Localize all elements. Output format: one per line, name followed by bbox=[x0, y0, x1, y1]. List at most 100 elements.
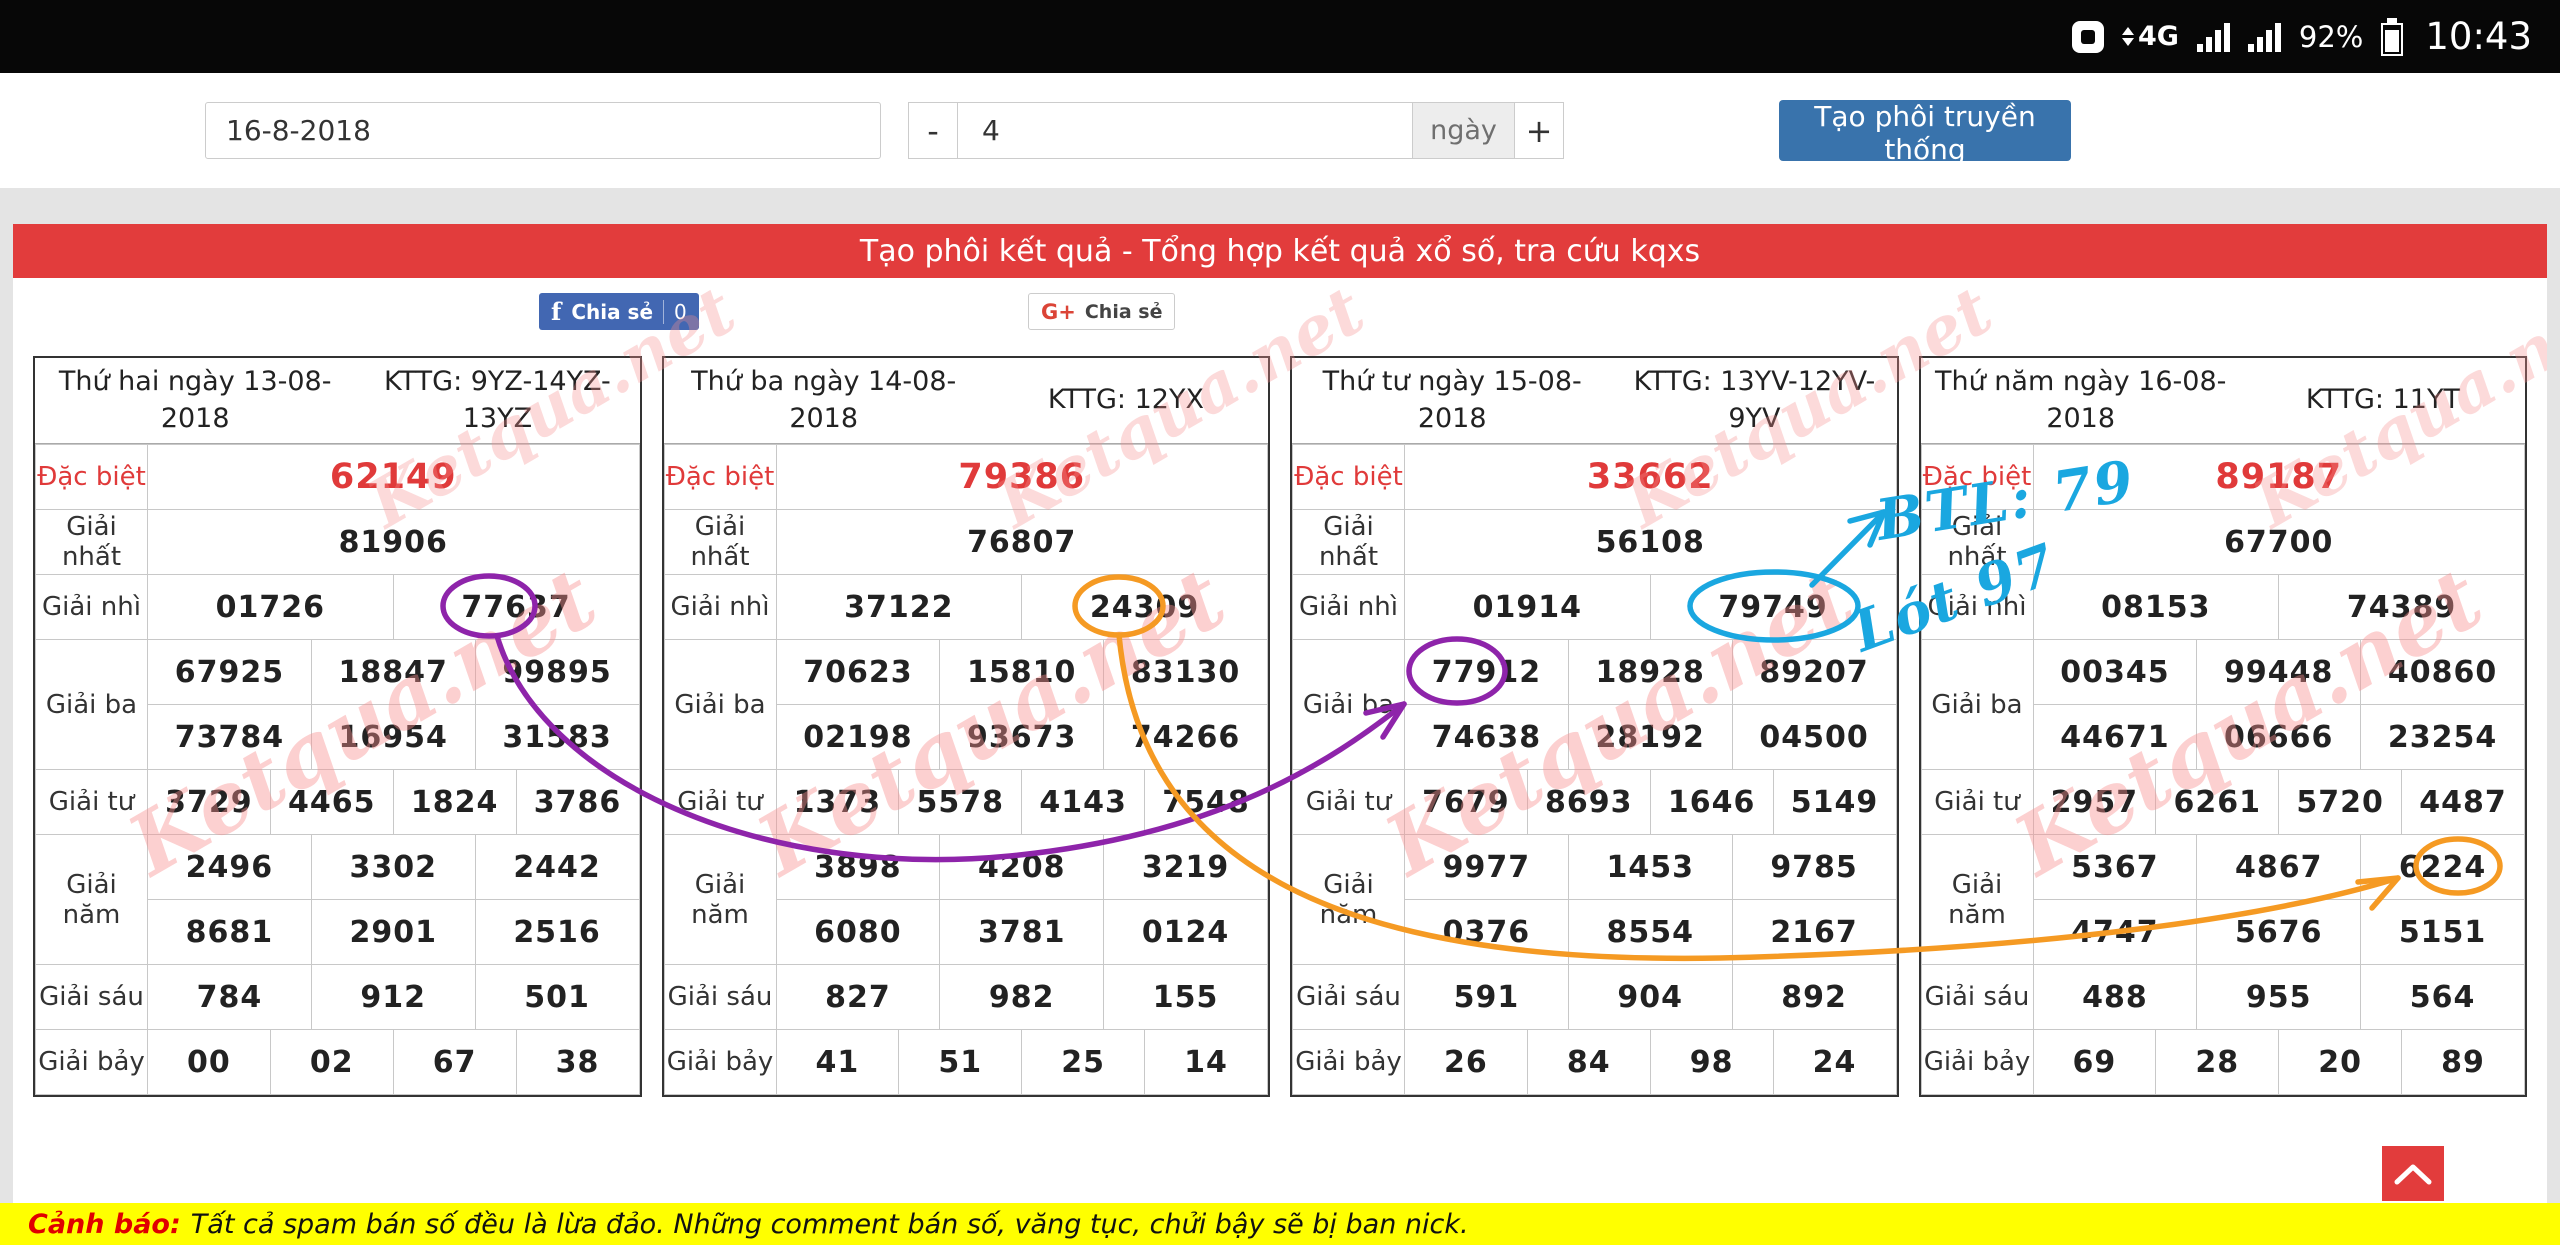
increment-button[interactable]: + bbox=[1514, 102, 1564, 159]
prize-value: 1824 bbox=[392, 769, 517, 835]
facebook-share-button[interactable]: f Chia sẻ 0 bbox=[539, 293, 699, 330]
prize-table: Đặc biệt 62149 Giải nhất 81906 Giải nhì 01726… bbox=[35, 444, 640, 1095]
create-template-button[interactable]: Tạo phôi truyền thống bbox=[1779, 100, 2071, 166]
prize-label: Đặc biệt bbox=[1292, 444, 1405, 510]
prize-value: 25 bbox=[1021, 1029, 1146, 1095]
decrement-button[interactable]: - bbox=[908, 102, 958, 159]
warning-label: Cảnh báo: bbox=[28, 1208, 181, 1240]
prize-label: Giải tư bbox=[35, 769, 148, 835]
prize-row: Giải bảy 00 02 67 38 bbox=[35, 1029, 640, 1095]
prize-value: 904 bbox=[1567, 964, 1733, 1030]
prize-row: Giải bảy 26 84 98 24 bbox=[1292, 1029, 1897, 1095]
prize-label: Đặc biệt bbox=[1920, 444, 2034, 510]
prize-value: 6224 bbox=[2360, 834, 2525, 900]
prize-row: Giải nhất 81906 bbox=[35, 509, 640, 575]
prize-value: 24 bbox=[1772, 1029, 1897, 1095]
prize-value: 74266 bbox=[1103, 704, 1268, 770]
scroll-to-top-button[interactable] bbox=[2382, 1146, 2444, 1201]
battery-percent-label: 92% bbox=[2298, 19, 2364, 54]
prize-row: Đặc biệt 79386 bbox=[663, 444, 1268, 510]
warning-text: Tất cả spam bán số đều là lừa đảo. Những… bbox=[190, 1208, 1469, 1240]
page-title: Tạo phôi kết quả - Tổng hợp kết quả xổ s… bbox=[859, 233, 1701, 269]
prize-table: Đặc biệt 89187 Giải nhất 67700 Giải nhì 08153… bbox=[1920, 444, 2526, 1095]
prize-value: 5720 bbox=[2278, 769, 2403, 835]
prize-label: Giải tư bbox=[663, 769, 777, 835]
table-day-label: Thứ ba ngày 14-08-2018 bbox=[691, 366, 957, 434]
prize-value: 20 bbox=[2278, 1029, 2403, 1095]
prize-label: Giải năm bbox=[663, 834, 777, 965]
prize-value: 2901 bbox=[310, 899, 476, 965]
tables-row: Thứ hai ngày 13-08-2018 KTTG: 9YZ-14YZ-13… bbox=[13, 271, 2547, 1097]
prize-value: 08153 bbox=[2032, 574, 2280, 640]
prize-value: 5367 bbox=[2032, 834, 2198, 900]
table-header: Thứ tư ngày 15-08-2018 KTTG: 13YV-12YV-9Y… bbox=[1292, 358, 1897, 444]
prize-value: 02198 bbox=[775, 704, 941, 770]
prize-value: 7548 bbox=[1144, 769, 1268, 835]
prize-value: 28 bbox=[2155, 1029, 2280, 1095]
prize-row: Giải tư 1373 5578 4143 7548 bbox=[663, 769, 1268, 835]
prize-table: Đặc biệt 79386 Giải nhất 76807 Giải nhì 37122… bbox=[663, 444, 1269, 1095]
prize-row: Giải năm 3898 4208 3219 bbox=[663, 834, 1268, 965]
lottery-table-4: Thứ năm ngày 16-08-2018 KTTG: 11YT Đặc biệ… bbox=[1918, 356, 2527, 1097]
prize-value: 56108 bbox=[1404, 509, 1897, 575]
prize-value: 827 bbox=[775, 964, 941, 1030]
prize-row: Giải năm 2496 3302 2442 bbox=[35, 834, 640, 965]
prize-row: Giải nhì 37122 24309 bbox=[663, 574, 1268, 640]
prize-value: 89 bbox=[2401, 1029, 2525, 1095]
status-bar: 4G 92% 10:43 bbox=[0, 0, 2560, 73]
lottery-table-2: Thứ ba ngày 14-08-2018 KTTG: 12YX Đặc biệt… bbox=[661, 356, 1270, 1097]
prize-value: 3786 bbox=[515, 769, 640, 835]
toolbar: - ngày + Tạo phôi truyền thống bbox=[0, 73, 2560, 188]
prize-value: 44671 bbox=[2032, 704, 2198, 770]
days-input[interactable] bbox=[957, 102, 1413, 159]
prize-value: 76807 bbox=[775, 509, 1268, 575]
network-type-label: 4G bbox=[2137, 21, 2179, 52]
signal-bars-icon bbox=[2196, 22, 2230, 52]
prize-label: Giải ba bbox=[1920, 639, 2034, 770]
prize-row: Giải nhì 01726 77637 bbox=[35, 574, 640, 640]
prize-value: 3219 bbox=[1103, 834, 1268, 900]
prize-label: Giải nhì bbox=[1292, 574, 1405, 640]
prize-value: 18928 bbox=[1567, 639, 1733, 705]
prize-row: Giải tư 3729 4465 1824 3786 bbox=[35, 769, 640, 835]
google-plus-icon: G+ bbox=[1041, 299, 1076, 324]
prize-value: 0124 bbox=[1103, 899, 1268, 965]
prize-value: 4867 bbox=[2196, 834, 2362, 900]
prize-value: 3302 bbox=[310, 834, 476, 900]
prize-value: 02 bbox=[269, 1029, 394, 1095]
prize-row: Giải ba 77912 18928 89207 bbox=[1292, 639, 1897, 770]
prize-label: Giải nhì bbox=[663, 574, 777, 640]
prize-value: 99448 bbox=[2196, 639, 2362, 705]
prize-row: Giải sáu 827 982 155 bbox=[663, 964, 1268, 1030]
battery-fill bbox=[2385, 29, 2400, 52]
prize-table: Đặc biệt 33662 Giải nhất 56108 Giải nhì 01914… bbox=[1292, 444, 1897, 1095]
table-header: Thứ ba ngày 14-08-2018 KTTG: 12YX bbox=[663, 358, 1268, 444]
prize-label: Giải nhất bbox=[35, 509, 148, 575]
prize-label: Giải nhì bbox=[1920, 574, 2034, 640]
prize-value: 16954 bbox=[310, 704, 476, 770]
prize-value: 591 bbox=[1404, 964, 1569, 1030]
prize-value: 4143 bbox=[1021, 769, 1146, 835]
prize-value: 4465 bbox=[269, 769, 394, 835]
prize-value: 501 bbox=[474, 964, 640, 1030]
prize-value: 06666 bbox=[2196, 704, 2362, 770]
prize-row: Đặc biệt 89187 bbox=[1920, 444, 2525, 510]
prize-value: 01726 bbox=[147, 574, 394, 640]
battery-body bbox=[2381, 22, 2404, 56]
prize-value: 79749 bbox=[1649, 574, 1897, 640]
google-plus-share-button[interactable]: G+ Chia sẻ bbox=[1028, 293, 1176, 330]
prize-value: 67700 bbox=[2032, 509, 2525, 575]
prize-value: 79386 bbox=[775, 444, 1268, 510]
prize-label: Giải năm bbox=[1920, 834, 2034, 965]
prize-row: Giải năm 9977 1453 9785 bbox=[1292, 834, 1897, 965]
prize-label: Giải nhất bbox=[1920, 509, 2034, 575]
prize-value: 5149 bbox=[1772, 769, 1897, 835]
signal-bars-icon-2 bbox=[2247, 22, 2281, 52]
prize-value: 2442 bbox=[474, 834, 640, 900]
prize-value: 84 bbox=[1526, 1029, 1651, 1095]
prize-value: 892 bbox=[1731, 964, 1897, 1030]
table-header: Thứ năm ngày 16-08-2018 KTTG: 11YT bbox=[1920, 358, 2525, 444]
prize-label: Giải tư bbox=[1920, 769, 2034, 835]
date-input[interactable] bbox=[205, 102, 881, 159]
prize-row: Giải ba 00345 99448 40860 bbox=[1920, 639, 2525, 770]
